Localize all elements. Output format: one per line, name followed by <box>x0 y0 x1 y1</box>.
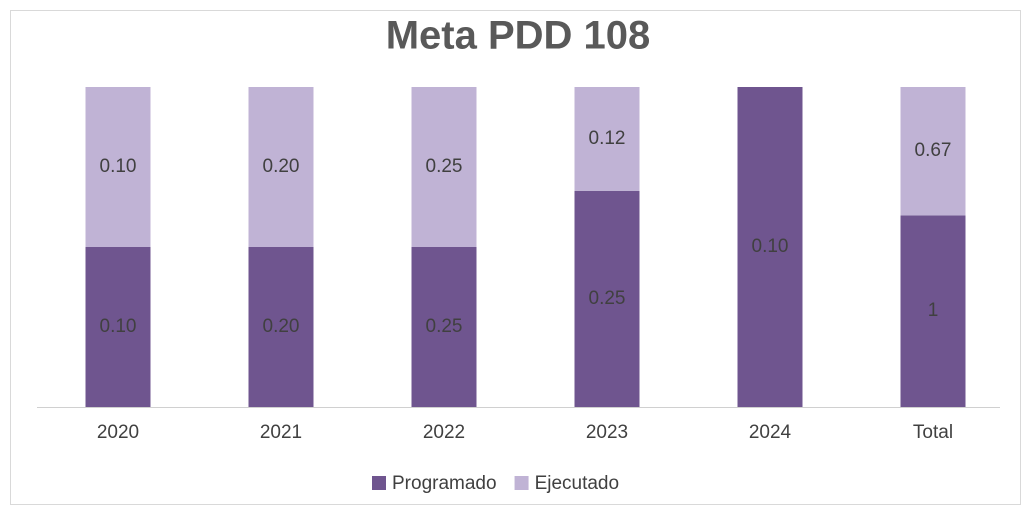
x-tick-label: 2024 <box>749 422 792 443</box>
data-label: 1 <box>928 300 939 321</box>
bar-segment <box>900 215 966 407</box>
chart-border <box>10 10 1021 505</box>
data-label: 0.20 <box>263 316 300 337</box>
legend-label: Ejecutado <box>535 473 620 494</box>
x-tick-label: Total <box>913 422 953 443</box>
bar-segment <box>85 87 151 247</box>
bar-segment <box>248 87 314 247</box>
bar-segment <box>900 87 966 216</box>
data-label: 0.20 <box>263 156 300 177</box>
x-tick-label: 2022 <box>423 422 465 443</box>
data-label: 0.67 <box>915 140 952 161</box>
data-label: 0.12 <box>589 128 626 149</box>
bar-segment <box>411 247 477 407</box>
bar-segment <box>85 247 151 407</box>
chart-title: Meta PDD 108 <box>386 14 651 58</box>
bar-segment <box>248 247 314 407</box>
x-tick-label: 2023 <box>586 422 628 443</box>
data-label: 0.25 <box>426 316 463 337</box>
bar-segment <box>574 190 640 407</box>
legend-swatch <box>514 476 529 490</box>
data-label: 0.10 <box>100 156 137 177</box>
data-label: 0.10 <box>752 236 789 257</box>
bar-segment <box>737 87 803 407</box>
x-tick-label: 2020 <box>97 422 139 443</box>
data-label: 0.10 <box>100 316 137 337</box>
legend-swatch <box>372 476 386 490</box>
data-label: 0.25 <box>426 156 463 177</box>
bar-segment <box>411 87 477 247</box>
data-label: 0.25 <box>589 288 626 309</box>
x-tick-label: 2021 <box>260 422 302 443</box>
bar-segment <box>574 87 640 191</box>
legend-label: Programado <box>392 473 497 494</box>
